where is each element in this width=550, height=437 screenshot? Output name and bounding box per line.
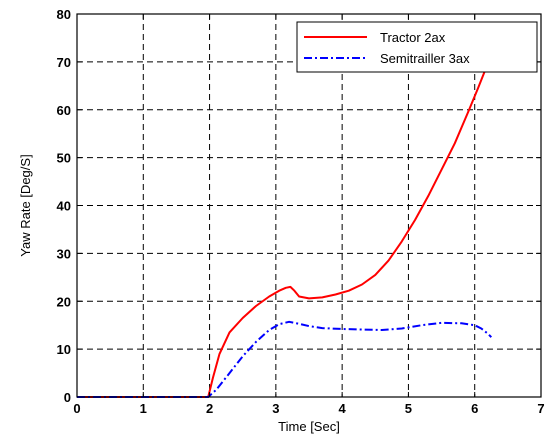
y-axis-label: Yaw Rate [Deg/S]	[18, 154, 33, 256]
series-layer	[77, 62, 491, 397]
y-tick-label: 60	[57, 103, 71, 118]
y-tick-label: 0	[64, 390, 71, 405]
y-tick-label: 40	[57, 199, 71, 214]
y-tick-label: 80	[57, 7, 71, 22]
x-tick-labels: 0 1 2 3 4 5 6 7	[73, 401, 544, 416]
x-tick-label: 4	[339, 401, 347, 416]
x-tick-label: 7	[537, 401, 544, 416]
x-tick-label: 0	[73, 401, 80, 416]
x-tick-label: 1	[140, 401, 147, 416]
legend-label-semitrailler-3ax: Semitrailler 3ax	[380, 51, 470, 66]
y-tick-label: 30	[57, 246, 71, 261]
series-line-semitrailler-3ax	[77, 322, 491, 397]
legend-label-tractor-2ax: Tractor 2ax	[380, 30, 446, 45]
x-tick-label: 2	[206, 401, 213, 416]
y-tick-label: 50	[57, 151, 71, 166]
series-line-tractor-2ax	[77, 62, 489, 397]
x-axis-label: Time [Sec]	[278, 419, 340, 434]
legend: Tractor 2ax Semitrailler 3ax	[297, 22, 537, 72]
x-tick-label: 6	[471, 401, 478, 416]
y-tick-label: 70	[57, 55, 71, 70]
y-tick-label: 20	[57, 294, 71, 309]
y-tick-labels: 0 10 20 30 40 50 60 70 80	[57, 7, 71, 405]
x-tick-label: 3	[272, 401, 279, 416]
x-tick-label: 5	[405, 401, 412, 416]
y-tick-label: 10	[57, 342, 71, 357]
